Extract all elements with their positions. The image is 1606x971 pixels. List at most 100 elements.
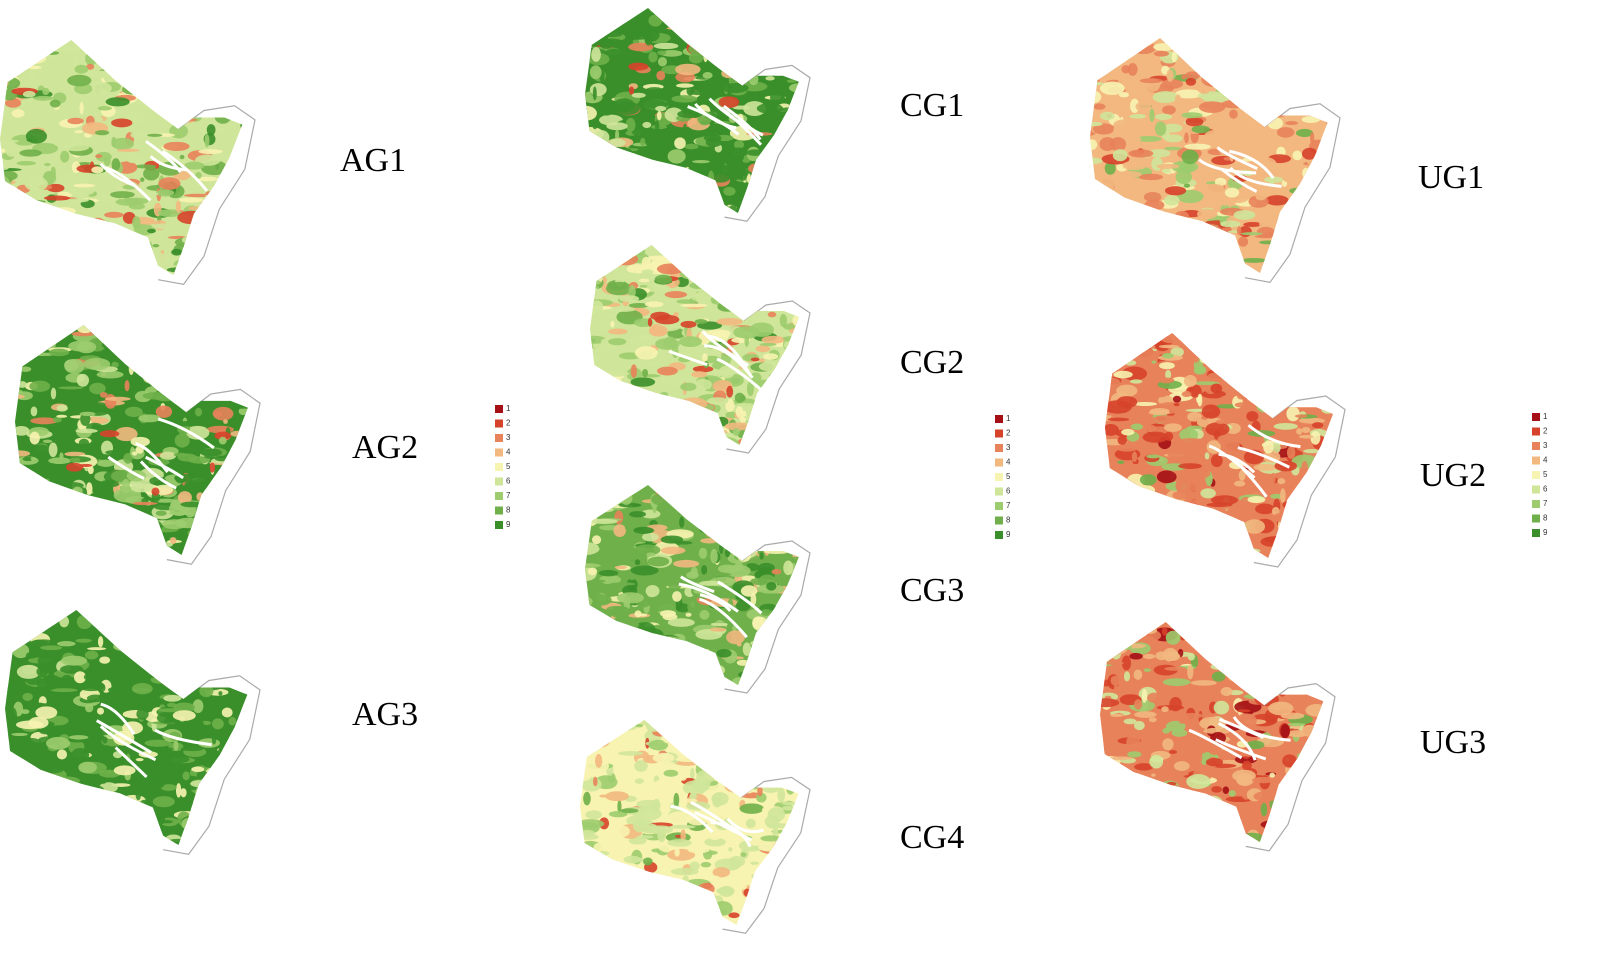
map-patch — [686, 19, 712, 24]
map-patch — [1309, 86, 1329, 99]
map-patch — [1117, 829, 1140, 832]
map-patch — [142, 350, 154, 354]
map-patch — [120, 505, 139, 516]
map-patch — [658, 636, 680, 642]
map-patch — [623, 625, 638, 633]
map-patch — [247, 645, 251, 656]
map-patch — [591, 384, 598, 397]
map-patch — [583, 792, 591, 806]
map-patch — [783, 283, 802, 290]
map-patch — [657, 432, 683, 437]
map-patch — [1243, 646, 1252, 661]
map-patch — [1155, 540, 1176, 553]
map-patch — [764, 548, 790, 554]
map-patch — [195, 786, 208, 800]
map-patch — [704, 39, 722, 47]
map-patch — [691, 261, 718, 275]
map-patch — [26, 652, 37, 659]
map-patch — [761, 246, 766, 250]
map-patch — [778, 176, 785, 182]
map-patch — [1100, 112, 1114, 120]
map-patch — [654, 915, 676, 924]
map-patch — [134, 628, 138, 636]
map-patch — [690, 728, 702, 734]
map-patch — [1179, 217, 1192, 222]
map-patch — [1253, 61, 1274, 72]
map-patch — [613, 524, 626, 537]
map-patch — [674, 848, 679, 857]
map-patch — [773, 917, 796, 923]
map-patch — [1320, 223, 1339, 236]
map-patch — [100, 430, 120, 437]
map-patch — [1121, 626, 1145, 640]
map-patch — [219, 437, 227, 445]
map-patch — [1252, 642, 1269, 655]
map-patch — [1304, 690, 1309, 701]
map-patch — [1154, 51, 1169, 57]
map-patch — [100, 837, 107, 846]
map-patch — [1292, 509, 1313, 523]
map-patch — [601, 860, 615, 875]
map-patch — [772, 21, 788, 30]
map-patch — [583, 280, 601, 285]
map-patch — [59, 616, 69, 628]
map-patch — [176, 200, 181, 212]
map-patch — [195, 103, 213, 114]
map-patch — [247, 223, 255, 238]
map-patch — [587, 619, 595, 628]
map-patch — [1111, 263, 1139, 277]
map-patch — [1336, 39, 1341, 47]
map-patch — [1103, 743, 1109, 758]
map-patch — [1326, 113, 1340, 128]
map-patch — [604, 394, 631, 399]
map-patch — [781, 177, 796, 185]
map-patch — [1103, 334, 1117, 340]
map-patch — [796, 530, 821, 540]
map-patch — [152, 634, 160, 641]
map-patch — [1174, 244, 1193, 251]
map-patch — [676, 757, 701, 762]
map-patch — [647, 642, 656, 648]
map-patch — [170, 393, 181, 398]
map-patch — [1286, 207, 1305, 213]
map-patch — [620, 252, 631, 259]
map-patch — [1195, 638, 1210, 652]
map-patch — [0, 254, 5, 260]
map-patch — [99, 225, 124, 233]
map-patch — [130, 131, 148, 139]
map-patch — [18, 381, 27, 388]
map-patch — [775, 498, 791, 509]
map-patch — [595, 909, 618, 924]
map-patch — [703, 72, 713, 79]
map-patch — [1330, 534, 1343, 537]
map-patch — [664, 725, 689, 731]
map-patch — [147, 134, 162, 137]
map-patch — [674, 137, 686, 149]
map-patch — [794, 428, 814, 442]
map-patch — [763, 440, 773, 447]
map-patch — [1333, 362, 1345, 367]
map-patch — [1316, 714, 1341, 724]
map-patch — [1175, 224, 1186, 233]
map-patch — [196, 492, 203, 501]
map-patch — [661, 535, 684, 543]
map-patch — [670, 426, 683, 436]
map-patch — [1179, 245, 1192, 250]
map-patch — [167, 267, 191, 272]
map-patch — [102, 736, 107, 743]
map-patch — [713, 437, 740, 451]
map-patch — [223, 41, 248, 50]
map-patch — [734, 297, 758, 308]
map-patch — [570, 848, 591, 857]
map-patch — [789, 327, 815, 334]
map-patch — [209, 55, 220, 65]
map-patch — [1135, 627, 1146, 631]
map-patch — [155, 394, 175, 401]
map-patch — [603, 643, 630, 655]
map-patch — [85, 52, 97, 66]
map-patch — [1220, 228, 1232, 232]
map-patch — [601, 899, 610, 912]
map-patch — [134, 698, 140, 710]
map-patch — [786, 18, 810, 27]
map-patch — [117, 518, 138, 527]
